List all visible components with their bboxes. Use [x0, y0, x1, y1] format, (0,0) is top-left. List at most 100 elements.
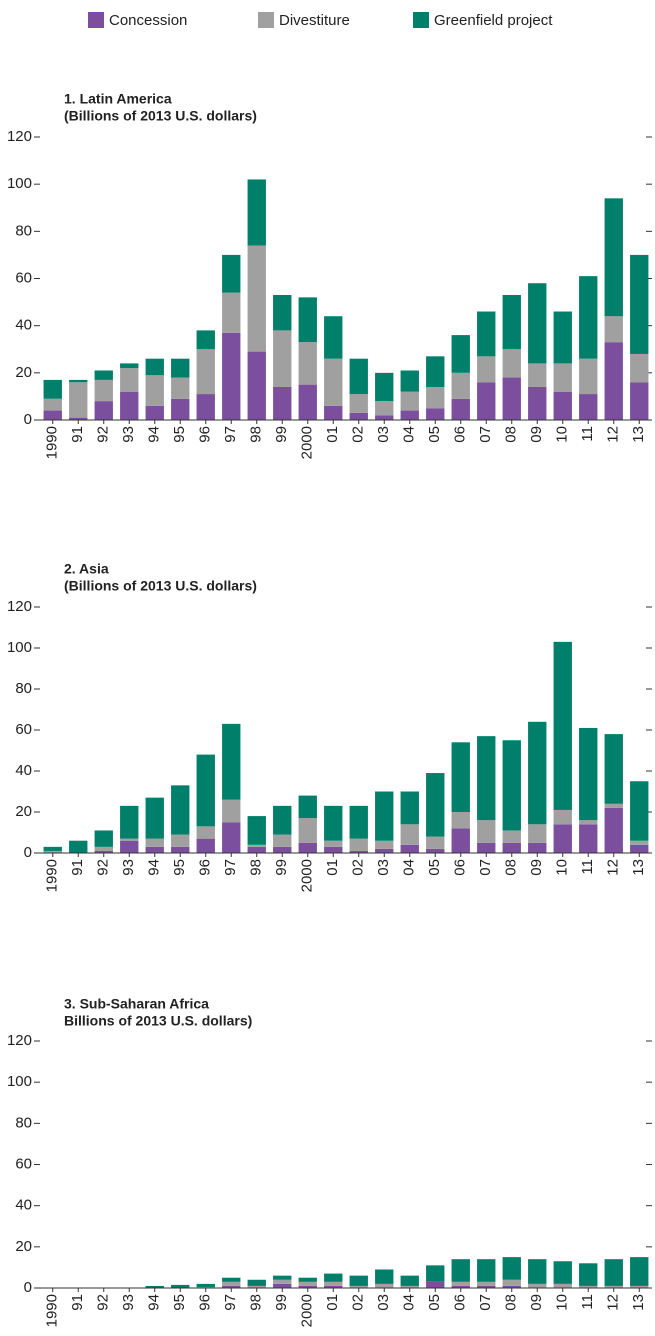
x-tick-label: 93: [120, 426, 137, 443]
bar-segment: [477, 1285, 496, 1288]
bar-segment: [298, 342, 317, 385]
bar-segment: [579, 824, 598, 853]
bar-segment: [69, 840, 88, 853]
x-tick-label: 99: [273, 426, 290, 443]
y-tick-label: 40: [15, 1197, 32, 1214]
x-tick-label: 02: [350, 426, 367, 443]
bar-segment: [375, 415, 394, 420]
bar-segment: [273, 805, 292, 835]
y-tick-label: 100: [7, 1073, 32, 1090]
bar-segment: [477, 1281, 496, 1286]
x-tick-label: 01: [324, 426, 341, 443]
bar-segment: [553, 1283, 572, 1288]
bar-segment: [247, 844, 266, 847]
bar-segment: [247, 179, 266, 246]
x-tick-label: 93: [120, 859, 137, 876]
bar-segment: [349, 805, 368, 839]
bar-segment: [298, 297, 317, 343]
bar-segment: [171, 834, 190, 847]
bar-segment: [298, 842, 317, 853]
x-tick-label: 13: [630, 1294, 647, 1311]
bar-segment: [171, 377, 190, 399]
chart-subtitle: Billions of 2013 U.S. dollars): [64, 1013, 252, 1029]
x-tick-label: 94: [146, 859, 163, 876]
bar-segment: [477, 356, 496, 383]
bar-segment: [375, 848, 394, 853]
x-tick-label: 91: [69, 859, 86, 876]
x-tick-label: 08: [503, 1294, 520, 1311]
x-tick-label: 97: [222, 859, 239, 876]
x-tick-label: 91: [69, 426, 86, 443]
bar-segment: [324, 840, 343, 847]
bar-segment: [120, 391, 139, 420]
bar-segment: [171, 358, 190, 378]
x-tick-label: 03: [375, 1294, 392, 1311]
bar-segment: [400, 1275, 419, 1286]
x-tick-label: 99: [273, 1294, 290, 1311]
chart-subtitle: (Billions of 2013 U.S. dollars): [64, 108, 257, 124]
bar-segment: [630, 844, 649, 853]
bar-segment: [273, 834, 292, 847]
bar-segment: [273, 1279, 292, 1284]
x-tick-label: 1990: [44, 859, 61, 892]
bar-segment: [298, 1277, 317, 1282]
x-tick-label: 95: [171, 859, 188, 876]
y-tick-label: 20: [15, 803, 32, 820]
bar-segment: [145, 375, 164, 406]
x-tick-label: 04: [401, 426, 418, 443]
x-tick-label: 09: [528, 426, 545, 443]
y-tick-label: 40: [15, 762, 32, 779]
bar-segment: [324, 1281, 343, 1286]
bar-segment: [400, 844, 419, 853]
bar-segment: [349, 412, 368, 420]
bar-segment: [604, 734, 623, 804]
x-tick-label: 08: [503, 426, 520, 443]
x-tick-label: 08: [503, 859, 520, 876]
x-tick-label: 11: [579, 426, 596, 442]
bar-segment: [298, 384, 317, 420]
x-tick-label: 04: [401, 1294, 418, 1311]
bar-segment: [630, 254, 649, 354]
bar-segment: [196, 754, 215, 827]
bar-segment: [400, 370, 419, 392]
legend-swatch: [258, 12, 274, 28]
x-tick-label: 12: [605, 1294, 622, 1311]
x-tick-label: 01: [324, 859, 341, 876]
bar-segment: [477, 820, 496, 843]
bar-segment: [324, 805, 343, 841]
y-tick-label: 80: [15, 680, 32, 697]
x-tick-label: 13: [630, 859, 647, 876]
bar-segment: [222, 254, 241, 293]
bar-segment: [451, 372, 470, 399]
x-tick-label: 11: [579, 859, 596, 875]
bar-segment: [604, 198, 623, 317]
bar-segment: [273, 386, 292, 420]
bar-segment: [502, 1279, 521, 1286]
x-tick-label: 02: [350, 859, 367, 876]
x-tick-label: 03: [375, 426, 392, 443]
bar-segment: [553, 809, 572, 825]
x-tick-label: 09: [528, 1294, 545, 1311]
y-tick-label: 60: [15, 721, 32, 738]
x-tick-label: 01: [324, 1294, 341, 1311]
bar-segment: [630, 353, 649, 383]
bar-segment: [349, 358, 368, 395]
bar-segment: [426, 408, 445, 420]
bar-segment: [630, 840, 649, 845]
bar-segment: [222, 799, 241, 823]
bar-segment: [451, 1259, 470, 1282]
x-tick-label: 07: [477, 859, 494, 876]
bar-segment: [630, 382, 649, 420]
bar-segment: [604, 342, 623, 420]
x-tick-label: 98: [248, 1294, 265, 1311]
bar-segment: [553, 824, 572, 853]
x-tick-label: 12: [605, 426, 622, 443]
x-tick-label: 99: [273, 859, 290, 876]
x-tick-label: 06: [452, 1294, 469, 1311]
bar-segment: [324, 358, 343, 406]
bar-segment: [502, 1285, 521, 1288]
bar-segment: [630, 1257, 649, 1286]
bar-segment: [375, 840, 394, 849]
bar-segment: [451, 335, 470, 373]
x-tick-label: 97: [222, 1294, 239, 1311]
